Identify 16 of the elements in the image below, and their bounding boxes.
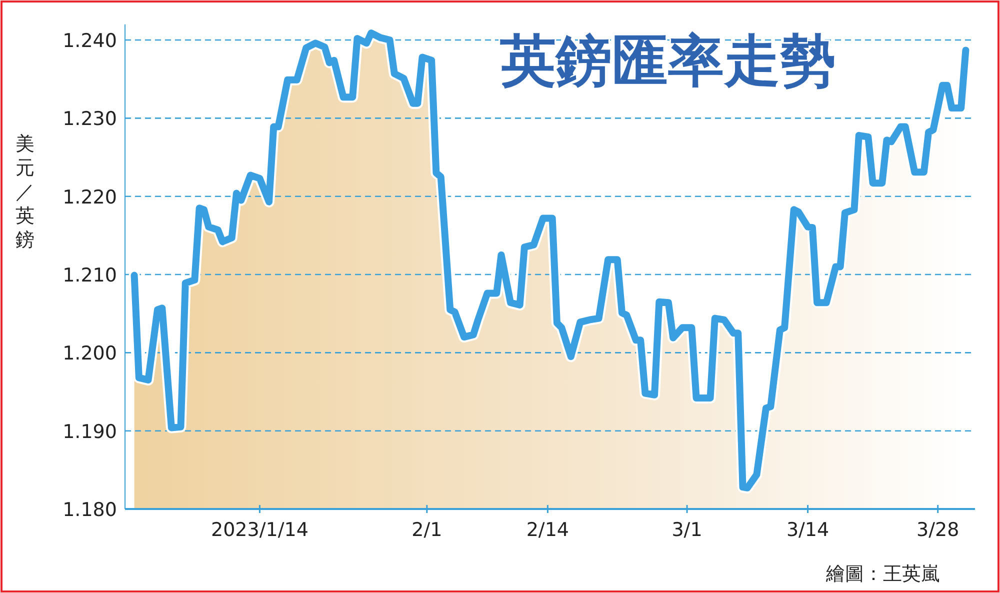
y-tick-label: 1.180 — [62, 499, 117, 521]
x-tick-label: 2023/1/14 — [210, 519, 308, 541]
y-tick-label: 1.200 — [62, 342, 117, 365]
y-axis-title: 美元／英鎊 — [16, 133, 34, 251]
x-tick-label: 3/1 — [672, 519, 702, 541]
x-tick-label: 2/14 — [526, 519, 570, 541]
y-tick-label: 1.240 — [62, 30, 117, 52]
y-tick-label: 1.220 — [62, 186, 117, 208]
y-tick-label: 1.230 — [62, 108, 117, 130]
y-tick-label: 1.190 — [62, 420, 117, 443]
x-tick-label: 3/14 — [786, 519, 830, 541]
text: 繪圖：王英嵐 — [825, 563, 940, 585]
y-tick-label: 1.210 — [62, 264, 117, 287]
chart-title: 英鎊匯率走勢 — [499, 29, 836, 94]
x-tick-label: 3/28 — [916, 519, 960, 541]
x-tick-label: 2/1 — [412, 519, 442, 541]
